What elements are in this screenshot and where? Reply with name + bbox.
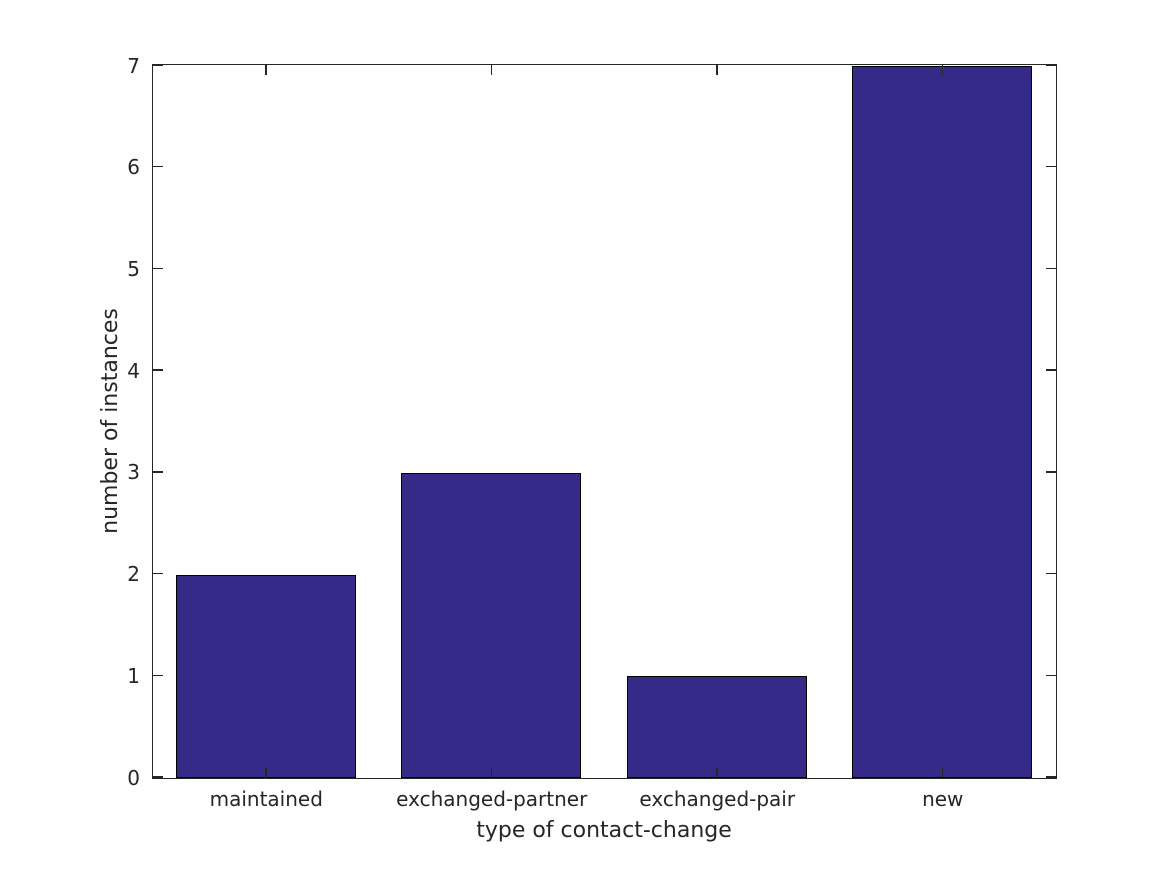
bar-exchanged-partner	[401, 472, 582, 778]
x-tick-mark	[716, 65, 718, 75]
y-tick-label: 5	[127, 256, 140, 281]
y-axis-title: number of instances	[98, 308, 123, 534]
plot-area	[152, 64, 1057, 779]
y-tick-label: 6	[127, 155, 140, 180]
x-tick-mark	[716, 768, 718, 778]
y-tick-mark	[153, 64, 163, 66]
y-tick-mark	[1046, 64, 1056, 66]
y-tick-label: 0	[127, 765, 140, 790]
y-tick-mark	[153, 776, 163, 778]
y-tick-mark	[1046, 165, 1056, 168]
y-tick-mark	[153, 471, 163, 473]
x-tick-mark	[941, 768, 943, 778]
bar-exchanged-pair	[626, 676, 807, 778]
y-tick-label: 2	[127, 562, 140, 587]
x-tick-mark	[490, 65, 492, 75]
y-tick-label: 7	[127, 53, 140, 78]
x-tick-mark	[265, 768, 267, 778]
x-tick-label-maintained: maintained	[209, 787, 323, 811]
y-tick-mark	[1046, 471, 1056, 473]
bar-maintained	[175, 574, 356, 778]
y-tick-mark	[1046, 674, 1056, 677]
x-axis-title: type of contact-change	[476, 818, 732, 843]
bar-new	[852, 66, 1033, 778]
y-tick-mark	[1046, 267, 1056, 270]
y-tick-label: 3	[127, 460, 140, 485]
y-tick-mark	[1046, 776, 1056, 778]
y-tick-label: 1	[127, 663, 140, 688]
x-tick-label-new: new	[922, 787, 964, 811]
y-tick-mark	[153, 267, 163, 270]
x-tick-mark	[265, 65, 267, 75]
x-tick-mark	[941, 65, 943, 75]
y-tick-mark	[153, 369, 163, 371]
y-tick-mark	[153, 572, 163, 575]
y-tick-mark	[153, 165, 163, 168]
y-tick-mark	[153, 674, 163, 677]
x-tick-label-exchanged-partner: exchanged-partner	[396, 787, 588, 811]
y-tick-mark	[1046, 369, 1056, 371]
y-tick-mark	[1046, 572, 1056, 575]
x-tick-mark	[490, 768, 492, 778]
y-tick-label: 4	[127, 358, 140, 383]
x-tick-label-exchanged-pair: exchanged-pair	[639, 787, 796, 811]
